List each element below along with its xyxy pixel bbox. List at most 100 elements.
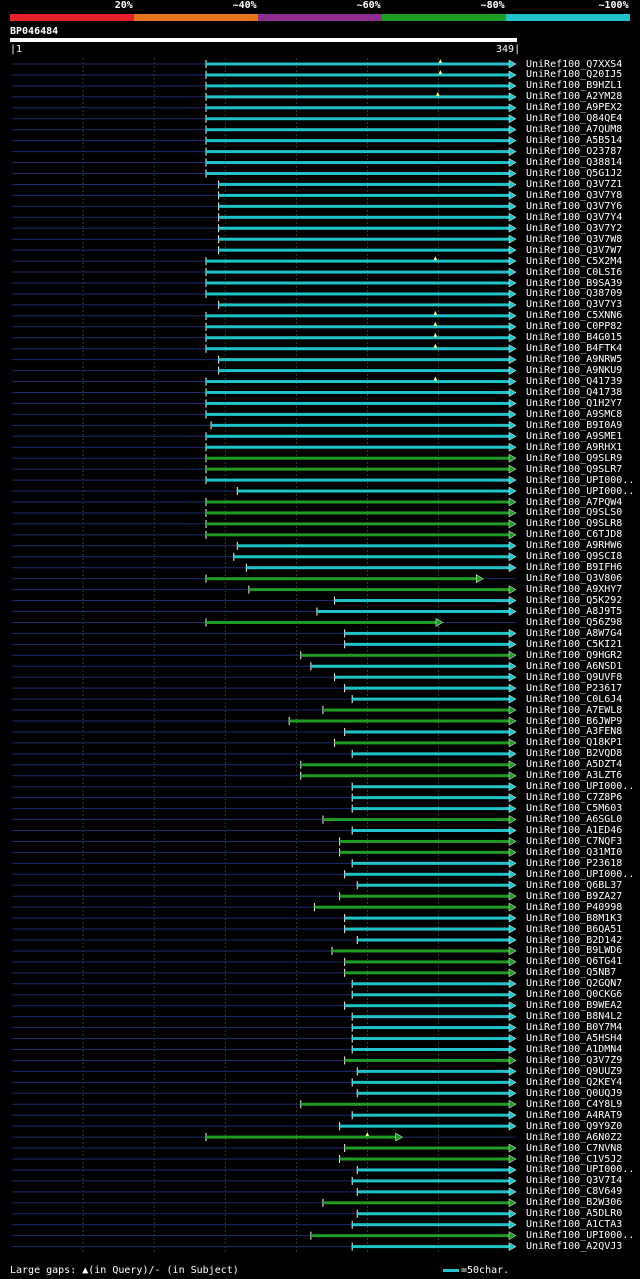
hit-label[interactable]: UniRef100_Q3V7Y6 (526, 200, 623, 212)
hit-label[interactable]: UniRef100_Q7XXS4 (526, 58, 623, 70)
hit-label[interactable]: UniRef100_C0PP82 (526, 321, 623, 333)
hit-label[interactable]: UniRef100_C5KI21 (526, 638, 623, 650)
hit-label[interactable]: UniRef100_A8W7G4 (526, 627, 623, 639)
hit-label[interactable]: UniRef100_C7Z8P6 (526, 792, 623, 804)
hit-label[interactable]: UniRef100_Q9HGR2 (526, 649, 623, 661)
hit-label[interactable]: UniRef100_Q31MI0 (526, 846, 623, 858)
hit-label[interactable]: UniRef100_Q3V7Y3 (526, 299, 623, 311)
hit-label[interactable]: UniRef100_A9NKU9 (526, 365, 623, 377)
hit-label[interactable]: UniRef100_Q9UVF8 (526, 671, 623, 683)
hit-label[interactable]: UniRef100_B8N4L2 (526, 1011, 623, 1023)
hit-label[interactable]: UniRef100_Q38709 (526, 288, 623, 300)
hit-label[interactable]: UniRef100_Q2KEY4 (526, 1076, 623, 1088)
hit-label[interactable]: UniRef100_Q3V7Y4 (526, 211, 623, 223)
hit-label[interactable]: UniRef100_C5M603 (526, 803, 623, 815)
hit-label[interactable]: UniRef100_A3LZT6 (526, 770, 623, 782)
hit-label[interactable]: UniRef100_C0L6J4 (526, 693, 623, 705)
hit-label[interactable]: UniRef100_A1DMN4 (526, 1044, 623, 1055)
hit-label[interactable]: UniRef100_Q3V7W7 (526, 244, 623, 256)
hit-label[interactable]: UniRef100_B9IFH6 (526, 562, 623, 574)
hit-label[interactable]: UniRef100_C5X2M4 (526, 255, 623, 267)
hit-label[interactable]: UniRef100_A6SGL0 (526, 814, 623, 826)
hit-label[interactable]: UniRef100_A9XHY7 (526, 584, 623, 596)
hit-label[interactable]: UniRef100_B9WEA2 (526, 1000, 623, 1012)
hit-label[interactable]: UniRef100_Q1H2Y7 (526, 397, 623, 409)
hit-label[interactable]: UniRef100_B2W306 (526, 1197, 623, 1209)
hit-label[interactable]: UniRef100_Q9SLR9 (526, 452, 623, 464)
hit-label[interactable]: UniRef100_Q56Z98 (526, 616, 623, 628)
hit-label[interactable]: UniRef100_B9SA39 (526, 277, 623, 289)
hit-label[interactable]: UniRef100_B9HZL1 (526, 80, 623, 92)
hit-label[interactable]: UniRef100_P23618 (526, 857, 623, 869)
hit-label[interactable]: UniRef100_A9SME1 (526, 430, 623, 442)
hit-label[interactable]: UniRef100_C6TJD8 (526, 529, 623, 541)
hit-label[interactable]: UniRef100_B0Y7M4 (526, 1022, 623, 1034)
hit-label[interactable]: UniRef100_P40998 (526, 901, 623, 913)
hit-label[interactable]: UniRef100_A9RHW6 (526, 540, 623, 552)
hit-label[interactable]: UniRef100_A6NSD1 (526, 660, 623, 672)
hit-label[interactable]: UniRef100_Q2GQN7 (526, 978, 623, 990)
hit-label[interactable]: UniRef100_A9RHX1 (526, 441, 623, 453)
hit-label[interactable]: UniRef100_Q41738 (526, 387, 623, 398)
hit-label[interactable]: UniRef100_Q9UUZ9 (526, 1065, 623, 1077)
hit-label[interactable]: UniRef100_Q3V7Y2 (526, 222, 623, 234)
hit-label[interactable]: UniRef100_C0LSI6 (526, 266, 623, 278)
hit-label[interactable]: UniRef100_UPI000.. (526, 485, 635, 497)
hit-label[interactable]: UniRef100_Q5NB7 (526, 967, 617, 979)
hit-label[interactable]: UniRef100_A5B514 (526, 135, 623, 147)
hit-label[interactable]: UniRef100_A7EWL8 (526, 704, 623, 716)
hit-label[interactable]: UniRef100_Q41739 (526, 376, 623, 388)
hit-label[interactable]: UniRef100_Q9SLS0 (526, 507, 623, 519)
hit-label[interactable]: UniRef100_UPI000.. (526, 474, 635, 486)
hit-label[interactable]: UniRef100_B6QA51 (526, 923, 623, 935)
hit-label[interactable]: UniRef100_Q3V7Y8 (526, 189, 623, 201)
hit-label[interactable]: UniRef100_Q9SCI8 (526, 551, 623, 563)
hit-label[interactable]: UniRef100_C7NVN8 (526, 1142, 623, 1154)
hit-label[interactable]: UniRef100_C4Y8L9 (526, 1098, 623, 1110)
hit-label[interactable]: UniRef100_A7PQW4 (526, 496, 623, 508)
hit-label[interactable]: UniRef100_B4FTK4 (526, 343, 623, 355)
hit-label[interactable]: UniRef100_O23787 (526, 146, 623, 158)
hit-label[interactable]: UniRef100_C1V5J2 (526, 1153, 623, 1165)
hit-label[interactable]: UniRef100_Q18KP1 (526, 737, 623, 749)
hit-label[interactable]: UniRef100_B2VQD8 (526, 748, 623, 760)
hit-label[interactable]: UniRef100_A2YM28 (526, 91, 623, 103)
hit-label[interactable]: UniRef100_Q3V7W8 (526, 233, 623, 245)
hit-label[interactable]: UniRef100_A4RAT9 (526, 1109, 623, 1121)
hit-label[interactable]: UniRef100_C5XNN6 (526, 310, 623, 322)
hit-label[interactable]: UniRef100_B6JWP9 (526, 715, 623, 727)
hit-label[interactable]: UniRef100_Q0CKG6 (526, 989, 623, 1001)
hit-label[interactable]: UniRef100_Q5K292 (526, 595, 623, 607)
hit-label[interactable]: UniRef100_Q9SLR8 (526, 518, 623, 530)
hit-label[interactable]: UniRef100_Q84QE4 (526, 113, 623, 125)
hit-label[interactable]: UniRef100_A6N0Z2 (526, 1131, 623, 1143)
hit-label[interactable]: UniRef100_A7QUM8 (526, 124, 623, 136)
hit-label[interactable]: UniRef100_Q20IJ5 (526, 69, 623, 81)
hit-label[interactable]: UniRef100_C8V649 (526, 1186, 623, 1198)
hit-label[interactable]: UniRef100_Q3V7I4 (526, 1175, 623, 1187)
hit-label[interactable]: UniRef100_P23617 (526, 682, 623, 694)
hit-label[interactable]: UniRef100_Q6BL37 (526, 879, 623, 891)
hit-label[interactable]: UniRef100_A9SMC8 (526, 408, 623, 420)
hit-label[interactable]: UniRef100_B9LWD6 (526, 945, 623, 957)
hit-label[interactable]: UniRef100_C7NQF3 (526, 835, 623, 847)
hit-label[interactable]: UniRef100_A8J9T5 (526, 606, 623, 617)
hit-label[interactable]: UniRef100_A5HSH4 (526, 1033, 623, 1045)
hit-label[interactable]: UniRef100_B2D142 (526, 934, 623, 946)
hit-label[interactable]: UniRef100_B9ZA27 (526, 890, 623, 902)
hit-label[interactable]: UniRef100_A9NRW5 (526, 354, 623, 366)
hit-label[interactable]: UniRef100_UPI000.. (526, 868, 635, 880)
hit-label[interactable]: UniRef100_A1CTA3 (526, 1219, 623, 1231)
hit-label[interactable]: UniRef100_Q3V806 (526, 573, 623, 585)
hit-label[interactable]: UniRef100_Q5G1J2 (526, 168, 623, 179)
hit-label[interactable]: UniRef100_UPI000.. (526, 1230, 635, 1242)
hit-label[interactable]: UniRef100_Q6TG41 (526, 956, 623, 968)
hit-label[interactable]: UniRef100_Q38814 (526, 157, 623, 169)
hit-label[interactable]: UniRef100_B9I0A9 (526, 419, 623, 431)
hit-label[interactable]: UniRef100_Q9Y9Z0 (526, 1120, 623, 1132)
hit-label[interactable]: UniRef100_B4G015 (526, 332, 623, 344)
hit-label[interactable]: UniRef100_UPI000.. (526, 781, 635, 793)
hit-label[interactable]: UniRef100_A2QVJ3 (526, 1241, 623, 1253)
hit-label[interactable]: UniRef100_A1ED46 (526, 825, 623, 836)
hit-label[interactable]: UniRef100_A9PEX2 (526, 102, 623, 114)
